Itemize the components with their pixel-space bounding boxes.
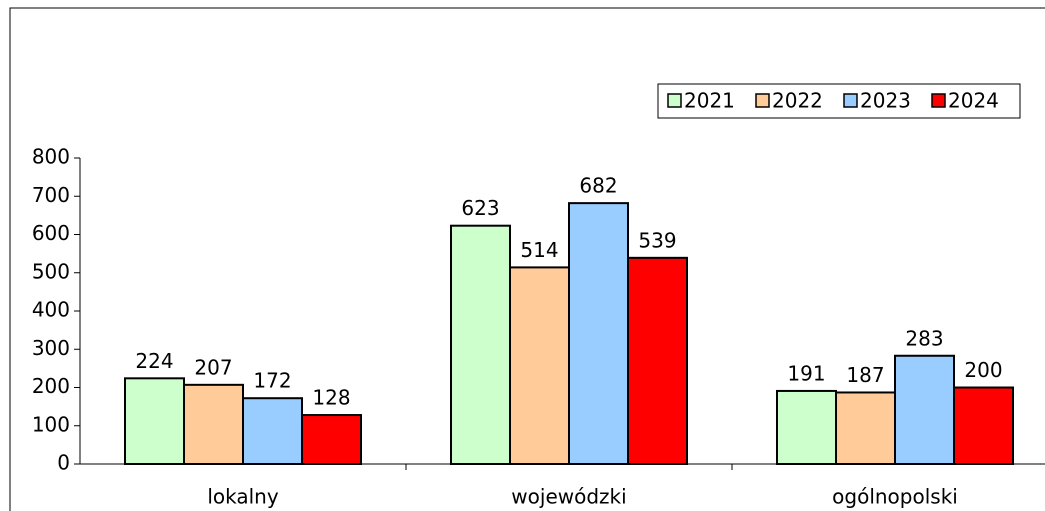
bar — [953, 386, 1014, 465]
y-tick-label: 500 — [32, 259, 70, 283]
legend-label: 2024 — [948, 89, 999, 113]
bar — [568, 202, 629, 465]
bar — [242, 397, 303, 465]
data-label: 191 — [787, 361, 825, 385]
y-tick-label: 600 — [32, 221, 70, 245]
y-tick-label: 800 — [32, 145, 70, 169]
bar — [183, 383, 244, 466]
bar — [627, 256, 688, 465]
y-tick-label: 300 — [32, 336, 70, 360]
data-label: 539 — [638, 228, 676, 252]
bar — [894, 354, 955, 465]
bar — [776, 389, 837, 466]
legend-box — [657, 83, 1021, 119]
bar — [835, 391, 896, 465]
legend-label: 2021 — [684, 89, 735, 113]
legend-swatch — [931, 93, 946, 108]
legend-swatch — [667, 93, 682, 108]
legend-label: 2022 — [772, 89, 823, 113]
x-tick-label: ogólnopolski — [832, 485, 958, 509]
y-tick-label: 200 — [32, 374, 70, 398]
data-label: 224 — [135, 349, 173, 373]
data-label: 172 — [253, 369, 291, 393]
data-label: 200 — [964, 358, 1002, 382]
x-tick-label: lokalny — [207, 485, 279, 509]
legend-swatch — [755, 93, 770, 108]
data-label: 283 — [905, 326, 943, 350]
data-label: 623 — [461, 196, 499, 220]
data-label: 187 — [846, 363, 884, 387]
bar — [301, 414, 362, 466]
y-tick-label: 100 — [32, 412, 70, 436]
y-tick-label: 0 — [57, 451, 70, 475]
bar — [450, 224, 511, 465]
x-tick-label: wojewódzki — [511, 485, 626, 509]
bar — [509, 266, 570, 465]
data-label: 207 — [194, 355, 232, 379]
legend-swatch — [843, 93, 858, 108]
y-tick-label: 700 — [32, 183, 70, 207]
y-tick-label: 400 — [32, 298, 70, 322]
data-label: 128 — [312, 386, 350, 410]
legend-label: 2023 — [860, 89, 911, 113]
data-label: 682 — [579, 174, 617, 198]
data-label: 514 — [520, 238, 558, 262]
bar — [124, 377, 185, 466]
